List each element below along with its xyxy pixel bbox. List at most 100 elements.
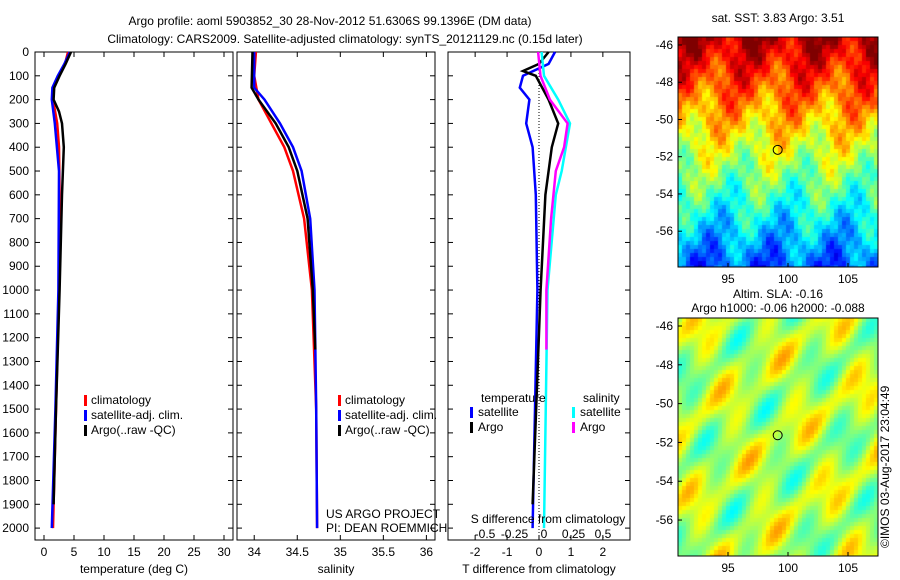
x-axis-label: temperature (deg C) — [80, 562, 188, 576]
y-tick-label: 500 — [9, 164, 29, 178]
legend-label: Argo(..raw -QC) — [91, 423, 176, 437]
y-tick-label: -50 — [656, 397, 674, 411]
legend-swatch — [84, 410, 87, 421]
y-tick-label: 600 — [9, 188, 29, 202]
credit: ©IMOS 03-Aug-2017 23:04:49 — [878, 385, 892, 548]
y-tick-label: 900 — [9, 259, 29, 273]
legend-swatch — [84, 395, 87, 406]
annotation: US ARGO PROJECT — [326, 507, 441, 521]
profile-line-argo-raw-qc- — [52, 51, 73, 505]
y-tick-label: 1400 — [2, 378, 29, 392]
y-tick-label: -50 — [656, 112, 674, 126]
title-line2: Climatology: CARS2009. Satellite-adjuste… — [107, 32, 582, 46]
map-title: Altim. SLA: -0.16 — [733, 287, 823, 301]
map-title: Argo h1000: -0.06 h2000: -0.088 — [691, 301, 865, 315]
argo-position-marker — [772, 144, 783, 155]
legend-label: satellite-adj. clim. — [91, 408, 183, 422]
y-tick-label: 2000 — [2, 521, 29, 535]
temperature-panel: 0 5 10 15 20 25 300100200300400500600700800900… — [2, 45, 234, 576]
x-tick-label: 34 — [248, 545, 262, 559]
legend-swatch — [338, 395, 341, 406]
legend-label: Argo — [580, 420, 606, 434]
x-tick-label: 25 — [187, 545, 201, 559]
x-tick-label: 0 — [536, 545, 543, 559]
x-tick-label: 105 — [838, 272, 858, 286]
y-tick-label: -46 — [656, 38, 674, 52]
legend-label: Argo — [478, 420, 504, 434]
legend-title: salinity — [583, 391, 620, 405]
difference-panel: -2 -1 0 1 2 T difference from climatology -0.5… — [447, 51, 631, 576]
plot-frame — [236, 51, 436, 541]
legend-swatch — [338, 425, 341, 436]
legend-label: climatology — [91, 393, 151, 407]
profile-line-satellite-adj-clim- — [252, 52, 319, 529]
title-line1: Argo profile: aoml 5903852_30 28-Nov-201… — [129, 14, 532, 28]
x-tick-label: 100 — [778, 561, 798, 575]
legend-title: temperature — [481, 391, 546, 405]
y-tick-label: 1200 — [2, 331, 29, 345]
y-tick-label: -46 — [656, 319, 674, 333]
x2-tick-label: -0.25 — [501, 527, 529, 541]
x-tick-label: 35 — [334, 545, 348, 559]
x-tick-label: -2 — [470, 545, 481, 559]
map-frame — [677, 36, 879, 268]
y-tick-label: -54 — [656, 187, 674, 201]
x-tick-label: 1 — [568, 545, 575, 559]
legend-swatch — [470, 407, 473, 418]
x-tick-label: 100 — [778, 272, 798, 286]
y-tick-label: -52 — [656, 435, 674, 449]
y-tick-label: 1800 — [2, 473, 29, 487]
y-tick-label: -54 — [656, 474, 674, 488]
x2-tick-label: 0.5 — [595, 527, 612, 541]
sst-map — [678, 37, 878, 267]
x-tick-label: 0 — [41, 545, 48, 559]
x2-tick-label: 0 — [541, 527, 548, 541]
y-tick-label: -56 — [656, 224, 674, 238]
sla-map — [678, 318, 878, 556]
profile-line-argo-raw-qc- — [250, 51, 317, 350]
y-tick-label: 700 — [9, 212, 29, 226]
x-tick-label: 10 — [97, 545, 111, 559]
x2-tick-label: -0.5 — [475, 527, 496, 541]
profile-line-temperature-argo — [519, 51, 560, 505]
y-tick-label: 0 — [22, 45, 29, 59]
x-tick-label: 105 — [838, 561, 858, 575]
profile-line-salinity-satellite — [540, 51, 572, 529]
legend-swatch — [84, 425, 87, 436]
x-tick-label: 35.5 — [372, 545, 396, 559]
y-tick-label: 1500 — [2, 402, 29, 416]
x-tick-label: 95 — [721, 272, 735, 286]
legend-label: Argo(..raw -QC) — [345, 423, 430, 437]
profile-line-salinity-argo — [536, 51, 569, 350]
sla-map-axes: 95 100 105 -46 -48 -50 -52 -54 -56 Altim. SLA: -0… — [656, 287, 879, 575]
y-tick-label: -48 — [656, 75, 674, 89]
y-tick-label: 300 — [9, 116, 29, 130]
y-tick-label: 1300 — [2, 354, 29, 368]
y-tick-label: 1100 — [3, 307, 29, 321]
y-tick-label: 1000 — [2, 283, 29, 297]
x-axis-label: salinity — [318, 562, 355, 576]
x2-tick-label: 0.25 — [562, 527, 586, 541]
x-tick-label: 34.5 — [286, 545, 310, 559]
x-tick-label: 2 — [600, 545, 607, 559]
legend-label: satellite — [580, 405, 621, 419]
y-tick-label: 100 — [9, 69, 29, 83]
legend-label: satellite-adj. clim. — [345, 408, 437, 422]
y-tick-label: 1600 — [2, 426, 29, 440]
sst-map-axes: 95 100 105 -46 -48 -50 -52 -54 -56 sat. SST: 3.83… — [656, 11, 879, 286]
y-tick-label: 200 — [9, 93, 29, 107]
plot-frame — [34, 51, 234, 541]
legend-label: satellite — [478, 405, 519, 419]
x-tick-label: 20 — [157, 545, 171, 559]
profile-line-temperature-satellite — [518, 51, 557, 529]
legend-swatch — [572, 422, 575, 433]
salinity-panel: 34 34.5 35 35.5 36 salinity climatologysatelli… — [236, 51, 447, 576]
profile-line-climatology — [252, 51, 319, 529]
x-tick-label: -1 — [502, 545, 513, 559]
x-tick-label: 30 — [217, 545, 231, 559]
legend-label: climatology — [345, 393, 405, 407]
argo-position-marker — [772, 430, 783, 441]
x-tick-label: 5 — [71, 545, 78, 559]
y-tick-label: 400 — [9, 140, 29, 154]
y-tick-label: 1900 — [2, 497, 29, 511]
